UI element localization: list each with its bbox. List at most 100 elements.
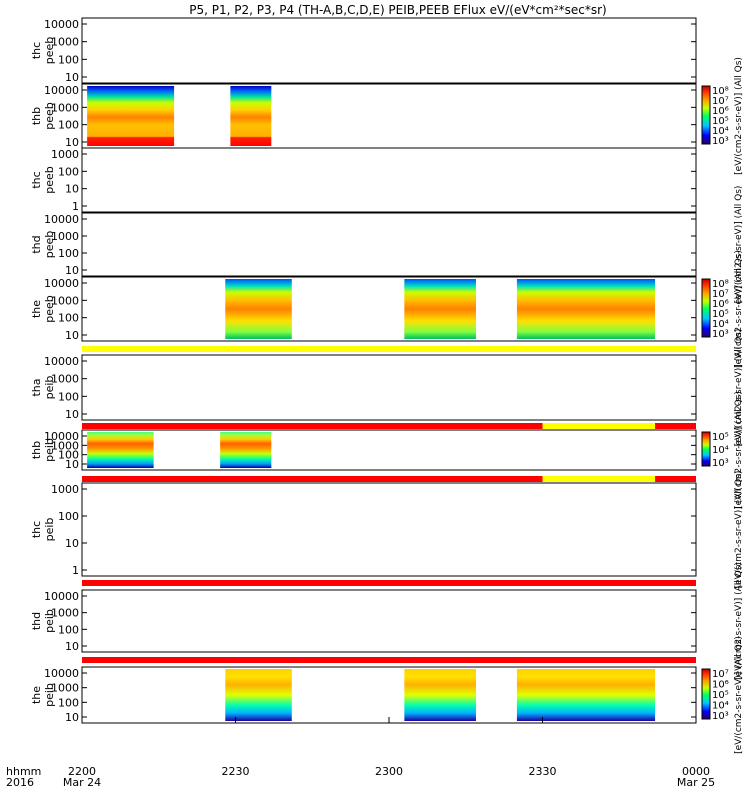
- ytick-label: 10: [65, 183, 79, 196]
- ytick-label: 10: [65, 711, 79, 724]
- panel-ylabel: thc: [30, 171, 43, 188]
- panel-frame: [81, 212, 697, 277]
- ytick-label: 1000: [51, 483, 79, 496]
- ytick-label: 100: [58, 53, 79, 66]
- panel-thd-peeb: 10000 1000 100 10 thd peeb [eV/(cm2-s-sr-eV)] …: [30, 186, 744, 304]
- panel-ylabel: the: [30, 300, 43, 318]
- ytick-label: 100: [58, 510, 79, 523]
- panel-thc-peeb: 1000 100 10 1 thc peeb: [30, 147, 697, 213]
- ytick-label: 10000: [44, 355, 79, 368]
- panel-ylabel: peib: [43, 609, 56, 633]
- flag-bar: [82, 476, 696, 482]
- ytick-label: 10: [65, 458, 79, 471]
- panel-thc-peeb: 10000 1000 100 10 thc peeb: [30, 17, 697, 84]
- panel-frame: [81, 17, 697, 84]
- colorbar-tick-label: 10⁶: [712, 106, 729, 117]
- colorbar: [701, 431, 711, 467]
- flag-bar: [82, 346, 696, 352]
- ytick-label: 1000: [51, 682, 79, 695]
- spectrogram-block: [87, 86, 175, 146]
- spectrogram-block: [516, 669, 656, 721]
- colorbar-label: [eV/(cm2-s-sr-eV)] (All Qs): [734, 250, 744, 368]
- spectrogram-block: [87, 432, 154, 468]
- flag-segment: [542, 423, 656, 429]
- colorbar-tick-label: 10⁴: [712, 445, 729, 456]
- colorbar-tick-label: 10⁷: [712, 669, 729, 680]
- colorbar: [701, 85, 711, 145]
- colorbar-tick-label: 10⁵: [712, 690, 729, 701]
- flag-segment: [655, 476, 696, 482]
- panel-thd-peib: 10000 1000 100 10 thd peib [eV/(cm2-s-sr-eV)] …: [30, 562, 744, 680]
- panel-ylabel: peib: [43, 518, 56, 542]
- spectrogram-block: [404, 669, 476, 721]
- flag-segment: [82, 346, 696, 352]
- ytick-label: 100: [58, 312, 79, 325]
- colorbar-tick-label: 10³: [712, 136, 729, 147]
- panel-ylabel: the: [30, 686, 43, 704]
- ytick-label: 10: [65, 537, 79, 550]
- time-tick-date: Mar 25: [677, 776, 715, 789]
- ytick-label: 10: [65, 264, 79, 277]
- ytick-label: 1000: [51, 439, 79, 452]
- colorbar-label: [eV/(cm2-s-sr-eV)] (All Qs): [734, 329, 744, 447]
- flag-segment: [655, 423, 696, 429]
- panel-ylabel: tha: [30, 378, 43, 396]
- panel-thc-peib: 1000 100 10 1 thc peib [eV/(cm2-s-sr-eV)] (All…: [30, 471, 744, 589]
- panel-tha-peib: 10000 1000 100 10 tha peib [eV/(cm2-s-sr-eV)] …: [30, 329, 744, 447]
- flag-segment: [82, 580, 696, 586]
- time-tick-label: 2230: [222, 765, 250, 778]
- ytick-label: 100: [58, 165, 79, 178]
- time-tick-label: 0000: [682, 765, 710, 778]
- panel-frame: [81, 482, 697, 577]
- colorbar-tick-label: 10⁵: [712, 116, 729, 127]
- colorbar-tick-label: 10³: [712, 711, 729, 722]
- panel-ylabel: thb: [30, 441, 43, 459]
- panel-ylabel: peeb: [43, 37, 56, 65]
- ytick-label: 100: [58, 247, 79, 260]
- ytick-label: 1: [72, 564, 79, 577]
- colorbar-tick-label: 10⁸: [712, 279, 729, 290]
- spectrogram-block: [516, 279, 656, 339]
- time-tick-label: 2300: [375, 765, 403, 778]
- ytick-label: 10000: [44, 277, 79, 290]
- ytick-label: 10: [65, 640, 79, 653]
- ytick-label: 10000: [44, 430, 79, 443]
- colorbar-tick-label: 10³: [712, 458, 729, 469]
- ytick-label: 10000: [44, 590, 79, 603]
- panel-ylabel: peeb: [43, 231, 56, 259]
- ytick-label: 1000: [51, 101, 79, 114]
- colorbar-tick-label: 10⁴: [712, 319, 729, 330]
- colorbar-tick-label: 10⁴: [712, 126, 729, 137]
- panel-ylabel: peeb: [43, 166, 56, 194]
- panel-ylabel: thc: [30, 521, 43, 538]
- colorbar-tick-label: 10⁶: [712, 680, 729, 691]
- flag-bars: [82, 346, 696, 663]
- ytick-label: 10000: [44, 84, 79, 97]
- panel-frame: [81, 147, 697, 213]
- colorbar-label: [eV/(cm2-s-sr-eV)] (All Qs): [734, 186, 744, 304]
- colorbar-label: [eV/(cm2-s-sr-eV)] (All Qs): [734, 636, 744, 754]
- panel-frame: [81, 429, 697, 471]
- spectrogram-block: [220, 432, 272, 468]
- panel-ylabel: thd: [30, 235, 43, 253]
- colorbar-tick-label: 10⁵: [712, 309, 729, 320]
- panel-frame: [81, 589, 697, 653]
- panel-ylabel: peib: [43, 376, 56, 400]
- flag-bar: [82, 580, 696, 586]
- ytick-label: 100: [58, 390, 79, 403]
- colorbar-label: [eV/(cm2-s-sr-eV)] (All Qs): [734, 391, 744, 509]
- ytick-label: 10000: [44, 667, 79, 680]
- panel-ylabel: thc: [30, 42, 43, 59]
- spectrogram-block: [225, 279, 292, 339]
- ytick-label: 10: [65, 136, 79, 149]
- time-axis-label-hhmm: hhmm: [6, 765, 41, 778]
- colorbar-tick-label: 10⁴: [712, 701, 729, 712]
- panel-ylabel: thd: [30, 612, 43, 630]
- colorbar-tick-label: 10⁷: [712, 289, 729, 300]
- colorbar: [701, 278, 711, 338]
- colorbar: [701, 668, 711, 720]
